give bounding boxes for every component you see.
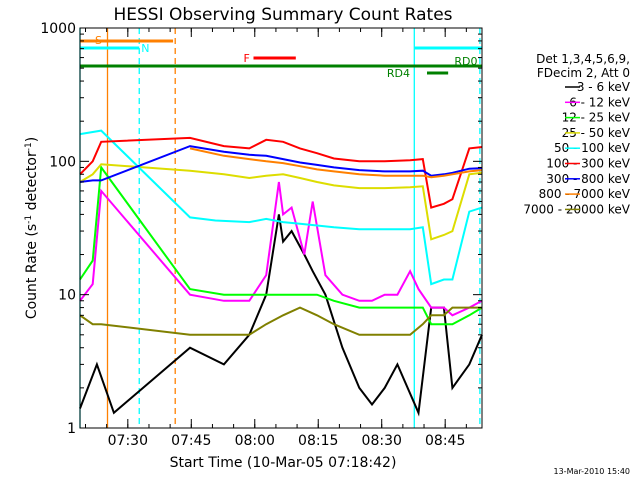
series-line	[79, 306, 482, 336]
x-tick-label: 08:30	[362, 433, 402, 449]
legend-entry: 100 - 300 keV	[546, 157, 630, 171]
x-tick-label: 08:00	[235, 433, 275, 449]
annotation-label: N	[141, 42, 149, 55]
series-line	[79, 181, 483, 317]
legend-entry: 6 - 12 keV	[569, 95, 631, 109]
legend-entry: 800 - 7000 keV	[539, 187, 631, 201]
y-tick-label: 1	[67, 421, 76, 437]
legend-header-line-2: FDecim 2, Att 0	[537, 66, 630, 80]
legend-entry: 25 - 50 keV	[562, 126, 631, 140]
y-tick-label: 10	[58, 288, 76, 304]
y-axis-ticks: 1 10 100 1000	[40, 21, 482, 437]
legend: Det 1,3,4,5,6,9, FDecim 2, Att 0 3 - 6 k…	[523, 52, 630, 216]
x-tick-label: 08:15	[298, 433, 338, 449]
series-line	[79, 145, 483, 183]
series-line	[79, 129, 483, 286]
series-line	[189, 147, 483, 179]
legend-entry: 3 - 6 keV	[577, 80, 631, 94]
legend-entry: 12 - 25 keV	[562, 111, 631, 125]
plot-frame	[79, 27, 483, 429]
x-axis-ticks: 07:30 07:45 08:00 08:15 08:30 08:45	[85, 28, 467, 449]
y-axis-label: Count Rate (s-1 detector-1)	[24, 137, 40, 319]
y-tick-label: 1000	[40, 21, 76, 37]
x-tick-label: 07:30	[108, 433, 148, 449]
series-line	[79, 214, 483, 417]
series-line	[79, 164, 483, 326]
series-lines	[79, 129, 483, 417]
series-line	[79, 136, 483, 209]
y-tick-label: 100	[49, 154, 76, 170]
annotation-label: RD4	[387, 67, 410, 80]
footer-date: 13-Mar-2010 15:40	[554, 467, 631, 476]
chart-title: HESSI Observing Summary Count Rates	[113, 5, 452, 25]
annotation-label: F	[243, 52, 249, 65]
legend-entry: 50 - 100 keV	[554, 141, 631, 155]
legend-entry: 300 - 800 keV	[546, 172, 630, 186]
series-line	[79, 163, 483, 241]
x-tick-label: 07:45	[171, 433, 211, 449]
annotation-label: S	[95, 34, 102, 47]
x-axis-label: Start Time (10-Mar-05 07:18:42)	[170, 455, 397, 471]
x-tick-label: 08:45	[425, 433, 465, 449]
legend-header-line-1: Det 1,3,4,5,6,9,	[536, 52, 630, 66]
